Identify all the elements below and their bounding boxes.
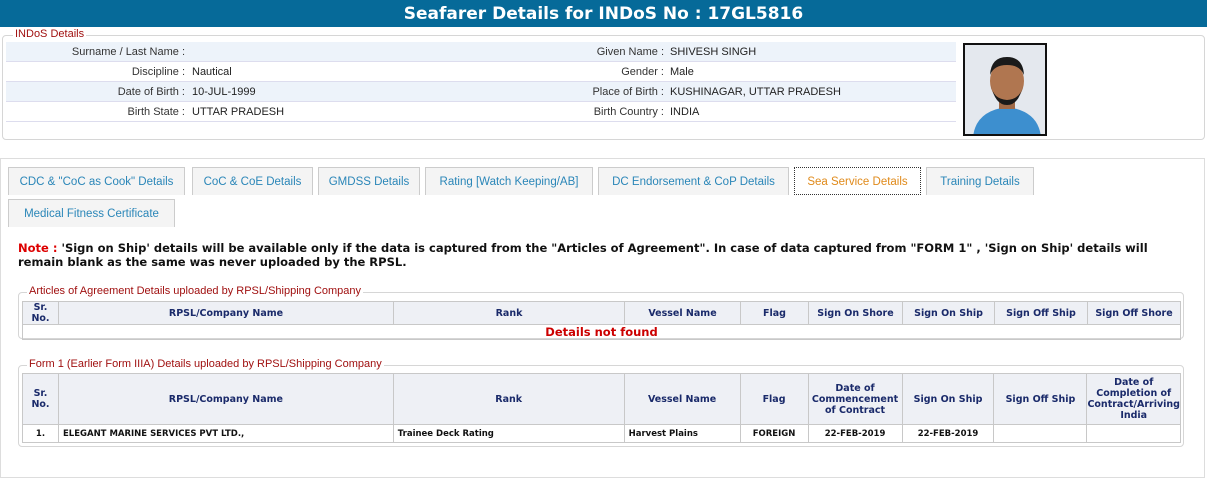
field-label: Birth Country : [593,106,664,118]
table-cell: 22-FEB-2019 [807,424,903,443]
tab-sea-service-details[interactable]: Sea Service Details [794,167,921,195]
column-header: Flag [739,373,809,425]
field-value: UTTAR PRADESH [192,106,285,118]
articles-table: Sr. No. RPSL/Company Name Rank Vessel Name F… [22,301,1181,340]
table-cell: 1. [22,424,59,443]
note-text: 'Sign on Ship' details will be available… [18,241,1148,269]
column-header: Sign Off Ship [994,301,1088,325]
tab-coc-coe-details[interactable]: CoC & CoE Details [192,167,313,195]
column-header: Date of Completion of Contract/Arriving … [1086,373,1181,425]
column-header: Sign On Shore [808,301,903,325]
tab-medical-fitness-certificate[interactable]: Medical Fitness Certificate [8,199,175,227]
column-header: Sign Off Shore [1087,301,1181,325]
field-label: Birth State : [127,106,185,118]
indos-row: Surname / Last Name : Given Name : SHIVE… [6,42,956,62]
table-row: 1. ELEGANT MARINE SERVICES PVT LTD., Train… [22,424,1181,443]
tab-cdc-coc-as-cook-details[interactable]: CDC & "CoC as Cook" Details [8,167,185,195]
field-value: 10-JUL-1999 [192,86,256,98]
column-header: RPSL/Company Name [58,301,394,325]
column-header: Sr. No. [22,373,59,425]
column-header: Vessel Name [623,373,741,425]
field-label: Gender : [621,66,664,78]
tab-rating-watch-keeping-ab[interactable]: Rating [Watch Keeping/AB] [425,167,593,195]
field-value: Male [670,66,694,78]
column-header: Rank [392,373,625,425]
form1-table: Sr. No. RPSL/Company Name Rank Vessel Name F… [22,373,1181,443]
table-cell: Harvest Plains [623,424,741,443]
tab-training-details[interactable]: Training Details [926,167,1034,195]
column-header: Rank [393,301,625,325]
column-header: Vessel Name [624,301,741,325]
sea-service-note: Note : 'Sign on Ship' details will be av… [18,241,1178,269]
field-label: Surname / Last Name : [71,46,185,58]
page-title: Seafarer Details for INDoS No : 17GL5816 [0,0,1207,27]
field-value: Nautical [192,66,232,78]
column-header: Sign Off Ship [993,373,1088,425]
table-cell [993,424,1088,443]
table-cell: Trainee Deck Rating [392,424,625,443]
column-header: RPSL/Company Name [57,373,394,425]
field-value: KUSHINAGAR, UTTAR PRADESH [670,86,841,98]
field-value: INDIA [670,106,700,118]
column-header: Sr. No. [22,301,59,325]
empty-message: Details not found [22,324,1181,340]
column-header: Sign On Ship [902,301,995,325]
field-label: Discipline : [131,66,185,78]
indos-row: Birth State : UTTAR PRADESH Birth Countr… [6,102,956,122]
indos-row: Discipline : Nautical Gender : Male [6,62,956,82]
seafarer-photo [963,43,1047,136]
indos-legend: INDoS Details [13,28,87,40]
column-header: Sign On Ship [901,373,995,425]
form1-section: Form 1 (Earlier Form IIIA) Details uploa… [18,358,1184,447]
table-cell: 22-FEB-2019 [901,424,995,443]
indos-row: Date of Birth : 10-JUL-1999 Place of Bir… [6,82,956,102]
table-cell: FOREIGN [739,424,809,443]
articles-legend: Articles of Agreement Details uploaded b… [27,285,364,297]
form1-legend: Form 1 (Earlier Form IIIA) Details uploa… [27,358,384,370]
field-label: Date of Birth : [117,86,185,98]
indos-details-section: INDoS Details [2,28,1205,140]
table-cell [1086,424,1181,443]
field-label: Given Name : [596,46,664,58]
tab-gmdss-details[interactable]: GMDSS Details [318,167,420,195]
column-header: Flag [740,301,809,325]
field-value: SHIVESH SINGH [670,46,757,58]
table-cell: ELEGANT MARINE SERVICES PVT LTD., [57,424,394,443]
note-label: Note : [18,241,58,255]
field-label: Place of Birth : [592,86,664,98]
tab-dc-endorsement-cop-details[interactable]: DC Endorsement & CoP Details [598,167,789,195]
column-header: Date of Commencement of Contract [807,373,903,425]
